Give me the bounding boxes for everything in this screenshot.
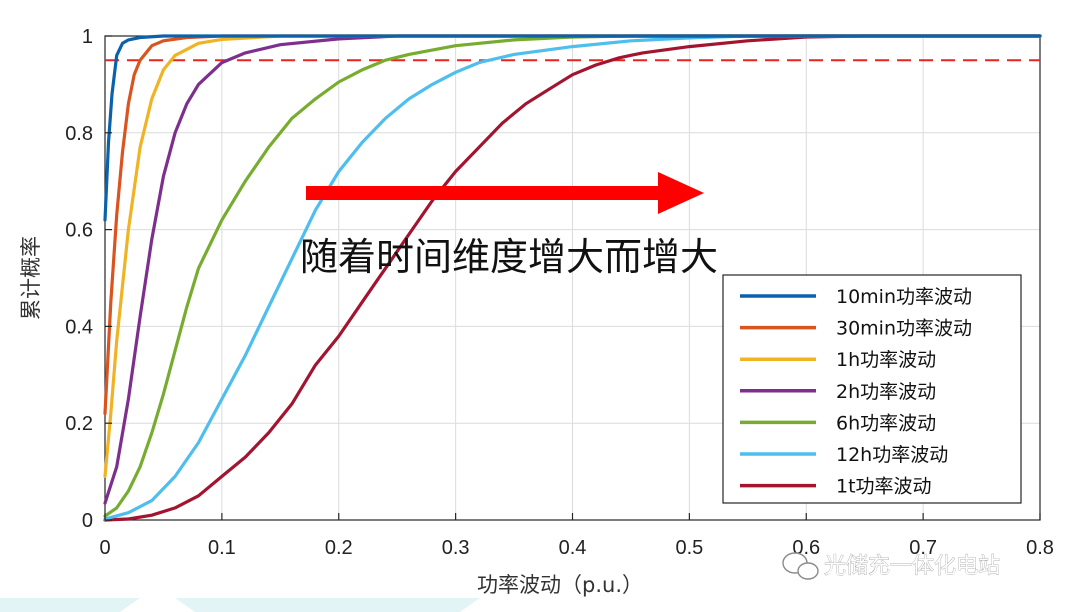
series-line [103, 34, 1042, 522]
x-axis-title: 功率波动（p.u.） [477, 573, 643, 597]
y-tick-label: 0 [82, 510, 93, 532]
background-decoration [0, 598, 480, 612]
y-tick-label: 0.6 [65, 220, 93, 242]
legend: 10min功率波动 30min功率波动 1h功率波动 2h功率波动 6h功率波动 12h功… [722, 274, 1022, 504]
legend-label: 1t功率波动 [836, 476, 932, 498]
trend-annotation-text: 随着时间维度增大而增大 [300, 235, 718, 279]
y-tick-label: 0.4 [65, 316, 93, 338]
x-tick-label: 0.1 [208, 537, 236, 559]
series-line [103, 34, 1042, 518]
x-tick-label: 0.4 [559, 537, 587, 559]
y-tick-label: 1 [82, 26, 93, 48]
wechat-icon [782, 552, 819, 580]
tick-labels: 0 0.1 0.2 0.3 0.4 0.5 0.6 0.7 0.800.20.40.60.81 [65, 26, 1054, 559]
legend-label: 12h功率波动 [836, 444, 948, 466]
x-tick-label: 0.7 [909, 537, 937, 559]
x-tick-label: 0.2 [325, 537, 353, 559]
legend-label: 6h功率波动 [836, 412, 936, 434]
watermark-text: 光储充一体化电站 [824, 554, 1000, 579]
x-tick-label: 0.8 [1026, 537, 1054, 559]
legend-box [722, 274, 1022, 504]
legend-label: 10min功率波动 [836, 286, 972, 308]
x-tick-label: 0 [99, 537, 110, 559]
series-line [103, 34, 1042, 478]
series-line [103, 34, 1042, 505]
x-tick-label: 0.3 [442, 537, 470, 559]
legend-label: 2h功率波动 [836, 381, 936, 403]
series-line [103, 34, 1042, 521]
ticks [104, 35, 1041, 521]
y-axis-title: 累计概率 [19, 236, 43, 320]
series-layer [103, 34, 1042, 522]
legend-label: 1h功率波动 [836, 349, 936, 371]
legend-label: 30min功率波动 [836, 318, 972, 340]
annotation: 随着时间维度增大而增大 [300, 172, 718, 279]
y-tick-label: 0.2 [65, 413, 93, 435]
y-tick-label: 0.8 [65, 123, 93, 145]
trend-arrow-head [658, 172, 704, 214]
x-tick-label: 0.5 [675, 537, 703, 559]
series-line [103, 34, 1042, 222]
watermark: 光储充一体化电站 [782, 552, 1000, 580]
